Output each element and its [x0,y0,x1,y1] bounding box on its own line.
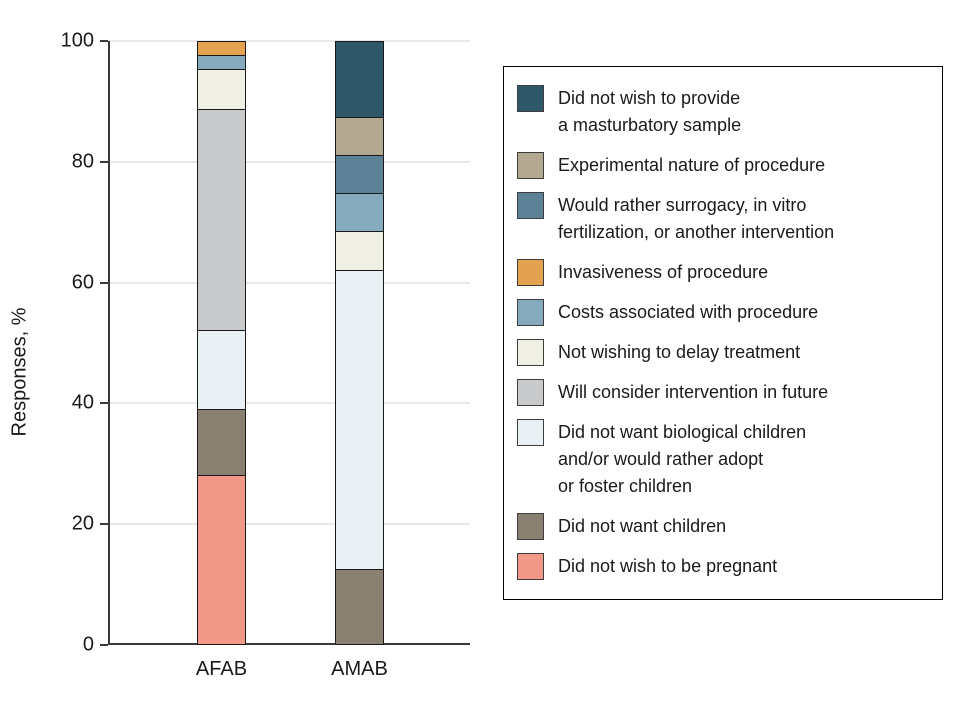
bar-segment [198,474,245,644]
bar-segment [198,55,245,70]
legend-label-line: Costs associated with procedure [558,302,819,322]
bar-segment [336,269,383,569]
legend-label: Will consider intervention in future [558,379,828,406]
y-tick-label: 0 [82,633,94,656]
x-category-label: AMAB [331,658,388,680]
legend-label-line: or foster children [558,476,693,496]
y-tick-mark [100,402,108,405]
legend-entry: Not wishing to delay treatment [517,339,934,366]
gridline [108,402,470,405]
legend-label-line: and/or would rather adopt [558,449,764,469]
bar-segment [336,116,383,155]
stacked-bar-afab [197,41,246,645]
legend-swatch [517,85,544,112]
legend-label: Would rather surrogacy, in vitro fertiliz… [558,192,834,246]
bar-segment [198,408,245,475]
gridline [108,160,470,163]
legend-entry: Costs associated with procedure [517,299,934,326]
legend-label-line: Did not wish to be pregnant [558,556,778,576]
y-axis-ticks: 0 20 40 60 80 100 [0,30,108,656]
legend: Did not wish to provide a masturbatory sa… [503,66,943,600]
legend-label: Not wishing to delay treatment [558,339,800,366]
y-tick-label: 80 [71,150,94,173]
legend-swatch [517,339,544,366]
legend-entry: Did not wish to provide a masturbatory sa… [517,85,934,139]
legend-swatch [517,553,544,580]
bar-segment [336,154,383,193]
plot-area [108,40,470,645]
legend-label: Invasiveness of procedure [558,259,768,286]
legend-swatch [517,152,544,179]
legend-entry: Will consider intervention in future [517,379,934,406]
y-tick-mark [100,523,108,526]
legend-label-line: fertilization, or another intervention [558,222,835,242]
legend-label-line: a masturbatory sample [558,115,742,135]
y-tick-label: 40 [71,391,94,414]
legend-entry: Did not want children [517,513,934,540]
y-tick-label: 60 [71,271,94,294]
legend-label-line: Would rather surrogacy, in vitro [558,195,807,215]
legend-label: Costs associated with procedure [558,299,818,326]
legend-entry: Did not want biological children and/or w… [517,419,934,500]
legend-entry: Invasiveness of procedure [517,259,934,286]
legend-label: Did not wish to provide a masturbatory sa… [558,85,741,139]
x-axis-line [108,643,470,645]
legend-swatch [517,513,544,540]
y-axis-line [108,41,110,645]
legend-swatch [517,379,544,406]
legend-label: Did not want biological children and/or w… [558,419,806,500]
legend-label-line: Not wishing to delay treatment [558,342,801,362]
legend-label-line: Will consider intervention in future [558,382,829,402]
legend-swatch [517,192,544,219]
legend-swatch [517,419,544,446]
legend-entry: Experimental nature of procedure [517,152,934,179]
legend-list: Did not wish to provide a masturbatory sa… [517,85,934,580]
gridline [108,281,470,284]
legend-swatch [517,259,544,286]
bar-segment [336,568,383,644]
bar-segment [336,231,383,270]
bar-segment [198,42,245,56]
y-tick-label: 100 [60,29,94,52]
y-tick-mark [100,644,108,646]
y-tick-mark [100,281,108,284]
legend-entry: Did not wish to be pregnant [517,553,934,580]
legend-label: Did not wish to be pregnant [558,553,777,580]
legend-entry: Would rather surrogacy, in vitro fertiliz… [517,192,934,246]
bar-segment [198,69,245,109]
legend-label-line: Did not want biological children [558,422,807,442]
legend-label: Did not want children [558,513,726,540]
legend-label-line: Did not wish to provide [558,88,741,108]
gridline [108,40,470,42]
y-tick-label: 20 [71,512,94,535]
bar-segment [336,42,383,117]
x-axis-labels: AFAB AMAB [108,658,470,688]
bar-segment [336,193,383,232]
legend-label: Experimental nature of procedure [558,152,825,179]
stacked-bar-amab [335,41,384,645]
y-tick-mark [100,160,108,163]
x-category-label: AFAB [195,658,248,680]
bar-segment [198,108,245,331]
y-tick-mark [100,40,108,42]
gridline [108,523,470,526]
legend-label-line: Experimental nature of procedure [558,155,826,175]
legend-swatch [517,299,544,326]
legend-label-line: Invasiveness of procedure [558,262,769,282]
bar-segment [198,330,245,409]
legend-label-line: Did not want children [558,516,727,536]
